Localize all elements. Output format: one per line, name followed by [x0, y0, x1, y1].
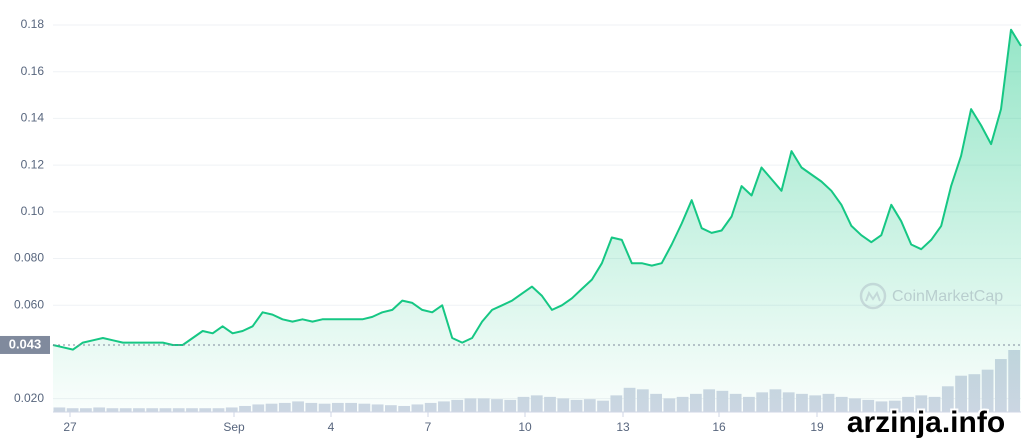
x-tick-label: 16	[712, 420, 726, 434]
overlay-text: arzinja.info	[847, 406, 1005, 439]
watermark-logo	[865, 290, 881, 302]
y-tick-label: 0.16	[21, 64, 45, 78]
axis: 0.020 0.060 0.080 0.10 0.12 0.14 0.16 0.18 0.043…	[0, 17, 1021, 434]
y-tick-label: 0.18	[21, 17, 45, 31]
watermark-logo	[859, 282, 887, 310]
price-line	[52, 28, 1022, 351]
x-tick-label: 19	[810, 420, 824, 434]
x-tick-label: Sep	[223, 420, 245, 434]
grid	[53, 24, 1021, 400]
x-tick-label: 10	[518, 420, 532, 434]
y-tick-label: 0.12	[21, 157, 45, 171]
watermark: CoinMarketCap	[859, 282, 1003, 310]
y-tick-label: 0.080	[14, 251, 44, 265]
price-area	[53, 29, 1021, 412]
y-tick-label: 0.060	[14, 297, 44, 311]
x-tick-label: 27	[63, 420, 77, 434]
current-value-label: 0.043	[9, 336, 42, 351]
watermark-text: CoinMarketCap	[892, 288, 1003, 305]
x-tick-label: 13	[616, 420, 630, 434]
x-tick-label: 4	[328, 420, 335, 434]
y-tick-label: 0.10	[21, 204, 45, 218]
x-tick-label: 7	[425, 420, 432, 434]
y-tick-label: 0.14	[21, 111, 45, 125]
y-tick-label: 0.020	[14, 391, 44, 405]
current-value-box	[0, 335, 50, 354]
plot	[52, 28, 1022, 412]
